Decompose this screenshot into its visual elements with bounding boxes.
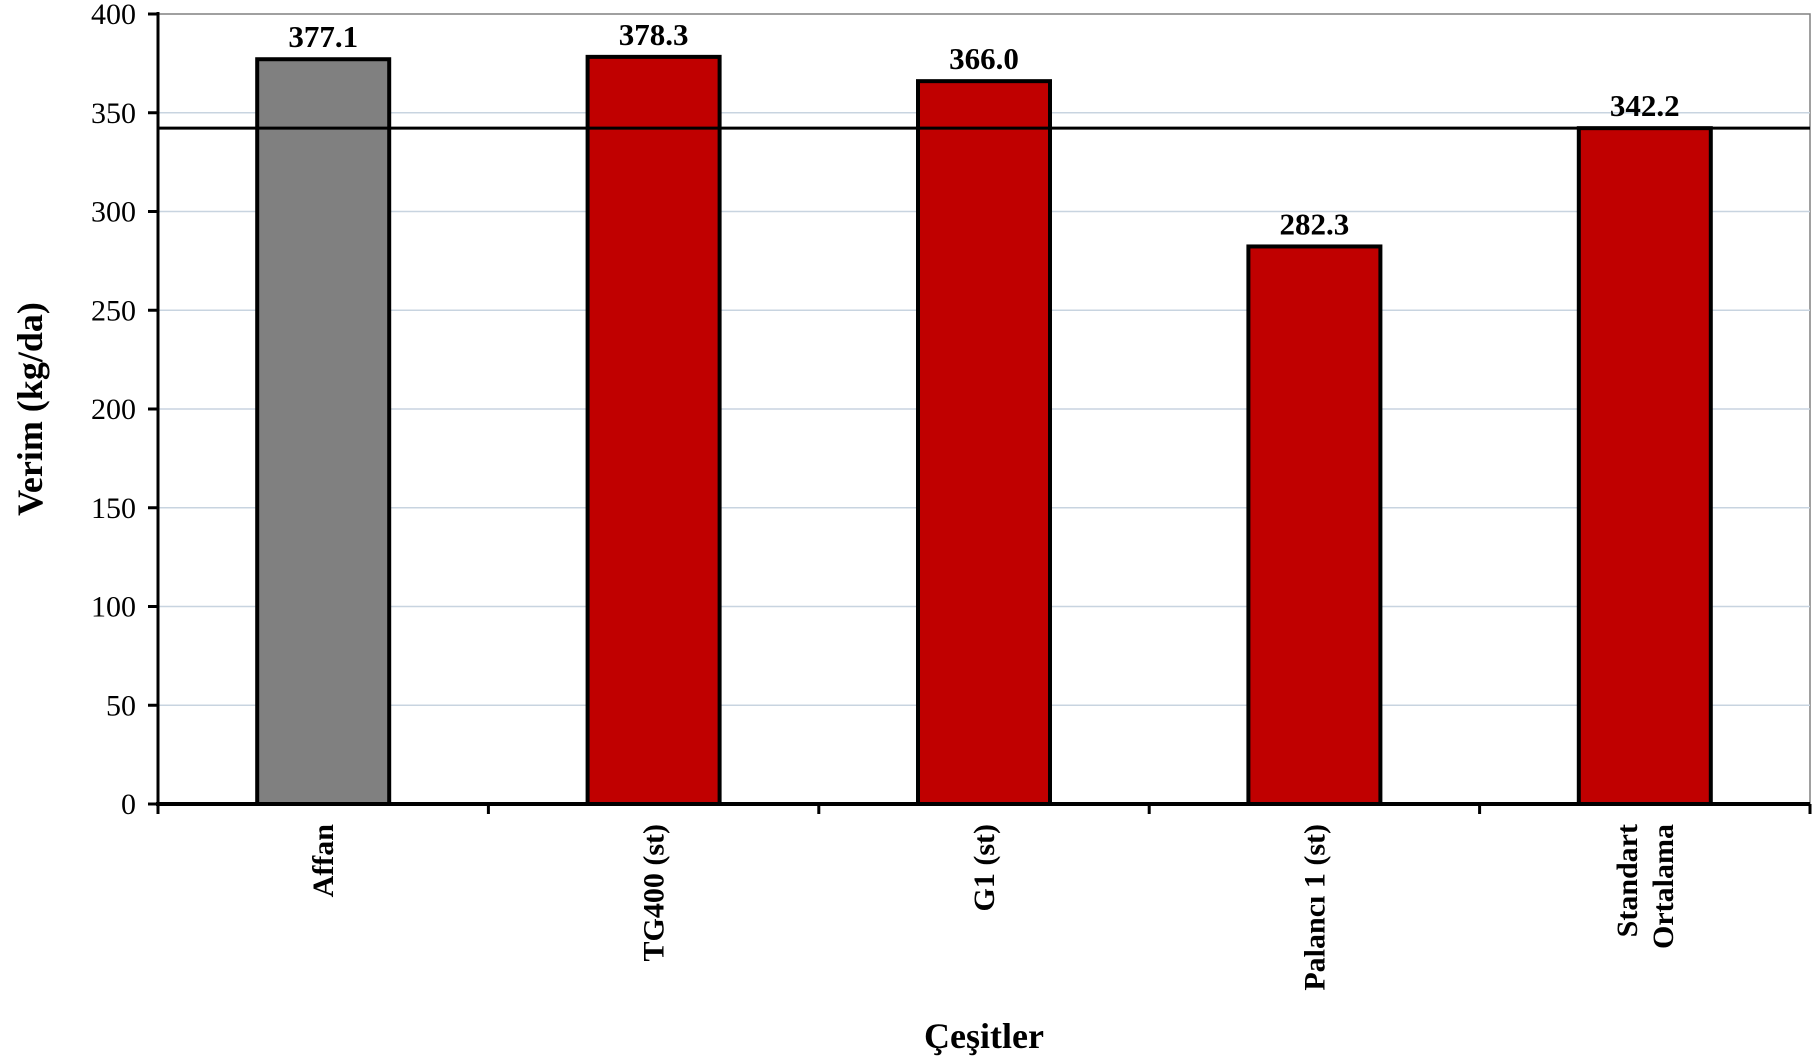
data-label: 342.2 (1610, 88, 1680, 123)
x-tick-label: Affan (307, 824, 340, 898)
y-tick-label: 150 (91, 492, 136, 525)
x-tick-label-group: Standart Ortalama (1611, 824, 1680, 949)
bar (1576, 126, 1713, 806)
y-tick-label: 300 (91, 196, 136, 229)
y-tick-label: 50 (106, 689, 136, 722)
data-label: 377.1 (288, 19, 358, 54)
x-tick-label-group: G1 (st) (968, 824, 1001, 911)
y-tick-label: 400 (91, 0, 136, 31)
y-axis-title: Verim (kg/da) (10, 302, 50, 516)
x-tick-label-group: Palancı 1 (st) (1298, 824, 1331, 991)
y-tick-label: 0 (121, 788, 136, 821)
y-tick-label: 250 (91, 294, 136, 327)
x-tick-label: TG400 (st) (638, 824, 671, 962)
x-tick-label: Standart (1611, 824, 1644, 937)
x-axis-title: Çeşitler (924, 1016, 1044, 1056)
x-tick-label: G1 (st) (968, 824, 1001, 911)
x-tick-label: Palancı 1 (st) (1298, 824, 1331, 991)
bar (916, 79, 1052, 806)
axes (148, 12, 1812, 814)
x-tick-label-group: Affan (307, 824, 340, 898)
y-tick-label: 100 (91, 591, 136, 624)
bar (1246, 244, 1383, 806)
x-tick-label: Ortalama (1647, 824, 1680, 949)
y-tick-label: 200 (91, 393, 136, 426)
y-tick-labels: 0 50 100 150 200 250 300 350 400 (91, 0, 136, 821)
y-tick-label: 350 (91, 97, 136, 130)
bar (255, 57, 392, 807)
x-tick-labels: Affan TG400 (st) G1 (st) Palancı 1 (st) Stan… (307, 824, 1680, 991)
bars (255, 54, 1713, 807)
data-labels: 377.1 378.3 366.0 282.3 342.2 (288, 17, 1679, 242)
data-label: 282.3 (1280, 206, 1350, 241)
data-label: 378.3 (619, 17, 689, 52)
data-label: 366.0 (949, 41, 1019, 76)
bar (585, 54, 722, 807)
x-tick-label-group: TG400 (st) (638, 824, 671, 962)
